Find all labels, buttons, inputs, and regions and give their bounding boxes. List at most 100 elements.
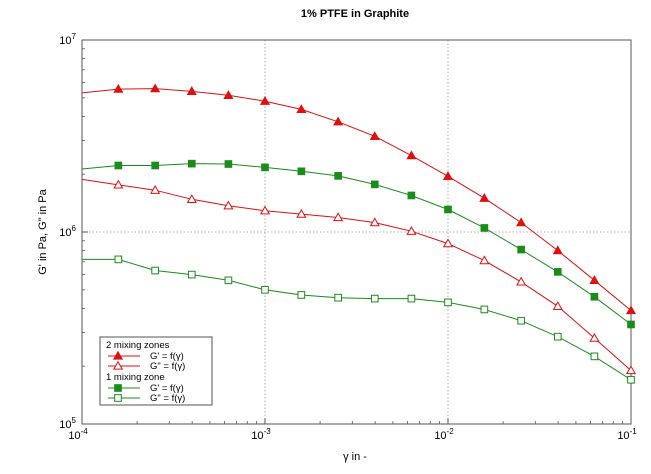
data-point: [553, 268, 562, 276]
series-2: [81, 159, 635, 329]
data-point: [334, 293, 342, 302]
series-line: [81, 178, 632, 371]
data-point: [407, 191, 416, 200]
data-point: [114, 161, 123, 170]
data-point: [553, 332, 562, 341]
data-point: [369, 131, 380, 140]
legend-box: [99, 336, 213, 406]
legend-entry-label: G" = f(γ): [150, 361, 185, 372]
y-tick-base: 10: [59, 419, 71, 431]
x-tick-exponent: -3: [264, 427, 272, 436]
series-1: [81, 178, 637, 375]
data-point: [627, 375, 635, 384]
data-point: [333, 212, 344, 222]
y-axis-label: G' in Pa, G" in Pa: [37, 188, 49, 274]
series-line: [82, 258, 632, 381]
data-point: [625, 305, 637, 315]
data-point: [479, 192, 490, 202]
data-point: [370, 294, 379, 303]
data-point: [552, 245, 563, 255]
data-point: [261, 163, 269, 172]
data-point: [333, 116, 344, 126]
x-tick-base: 10: [434, 430, 446, 442]
y-tick-label: 106: [59, 224, 76, 239]
data-point: [150, 185, 161, 194]
data-point: [552, 301, 563, 310]
data-point: [187, 270, 196, 279]
legend-marker: [112, 360, 124, 370]
legend-marker: [114, 384, 122, 392]
data-point: [113, 179, 124, 189]
data-point: [334, 172, 342, 180]
y-tick-base: 10: [59, 35, 71, 47]
legend-entry-label: G" = f(γ): [150, 393, 185, 404]
data-point: [516, 276, 527, 286]
y-tick-exponent: 5: [72, 416, 77, 425]
x-tick-exponent: -2: [447, 427, 455, 436]
data-point: [187, 159, 196, 168]
data-point: [150, 83, 161, 93]
data-point: [223, 90, 234, 99]
series-0: [81, 83, 637, 315]
data-point: [479, 255, 490, 265]
data-point: [151, 266, 159, 275]
series-line: [81, 163, 632, 325]
x-tick-label: 10-2: [434, 427, 454, 442]
series-3: [82, 255, 635, 384]
y-tick-label: 107: [59, 32, 76, 47]
data-point: [261, 285, 269, 294]
x-tick-exponent: -1: [630, 427, 638, 436]
y-tick-exponent: 7: [72, 32, 77, 41]
x-tick-label: 10-1: [617, 427, 637, 442]
x-tick-label: 10-3: [251, 427, 271, 442]
data-point: [589, 275, 600, 284]
data-point: [517, 316, 525, 325]
data-point: [369, 217, 380, 227]
series-layer: [81, 83, 637, 384]
data-point: [296, 208, 307, 218]
data-point: [590, 352, 599, 361]
data-point: [480, 305, 489, 314]
data-point: [259, 95, 271, 105]
data-point: [224, 160, 233, 168]
series-line: [81, 88, 632, 311]
data-point: [442, 238, 454, 248]
data-point: [296, 104, 307, 114]
data-point: [186, 86, 197, 96]
legend-group-title: 1 mixing zone: [106, 372, 165, 383]
x-axis-label: γ in -: [343, 451, 367, 463]
data-point: [406, 150, 417, 160]
x-tick-exponent: -4: [81, 427, 89, 436]
data-point: [442, 171, 454, 180]
legend-group-title: 2 mixing zones: [106, 340, 170, 351]
legend-entry-label: G' = f(γ): [150, 351, 184, 362]
data-point: [589, 332, 600, 342]
data-point: [223, 200, 234, 210]
data-point: [259, 205, 271, 215]
data-point: [370, 180, 379, 189]
data-point: [516, 217, 527, 227]
data-point: [517, 245, 525, 254]
x-tick-base: 10: [251, 430, 263, 442]
x-tick-base: 10: [68, 430, 80, 442]
data-point: [407, 294, 416, 303]
data-point: [224, 276, 233, 285]
data-point: [186, 194, 197, 203]
legend-marker: [114, 394, 122, 402]
data-point: [625, 365, 637, 375]
y-tick-base: 10: [59, 227, 71, 239]
x-tick-label: 10-4: [68, 427, 88, 442]
data-point: [114, 255, 123, 264]
data-point: [444, 205, 452, 214]
data-point: [297, 167, 306, 176]
y-tick-label: 105: [59, 416, 76, 431]
data-point: [297, 291, 306, 299]
y-tick-exponent: 6: [72, 224, 77, 233]
data-point: [627, 320, 635, 329]
legend-entry-label: G' = f(γ): [150, 383, 184, 394]
data-point: [151, 161, 159, 170]
